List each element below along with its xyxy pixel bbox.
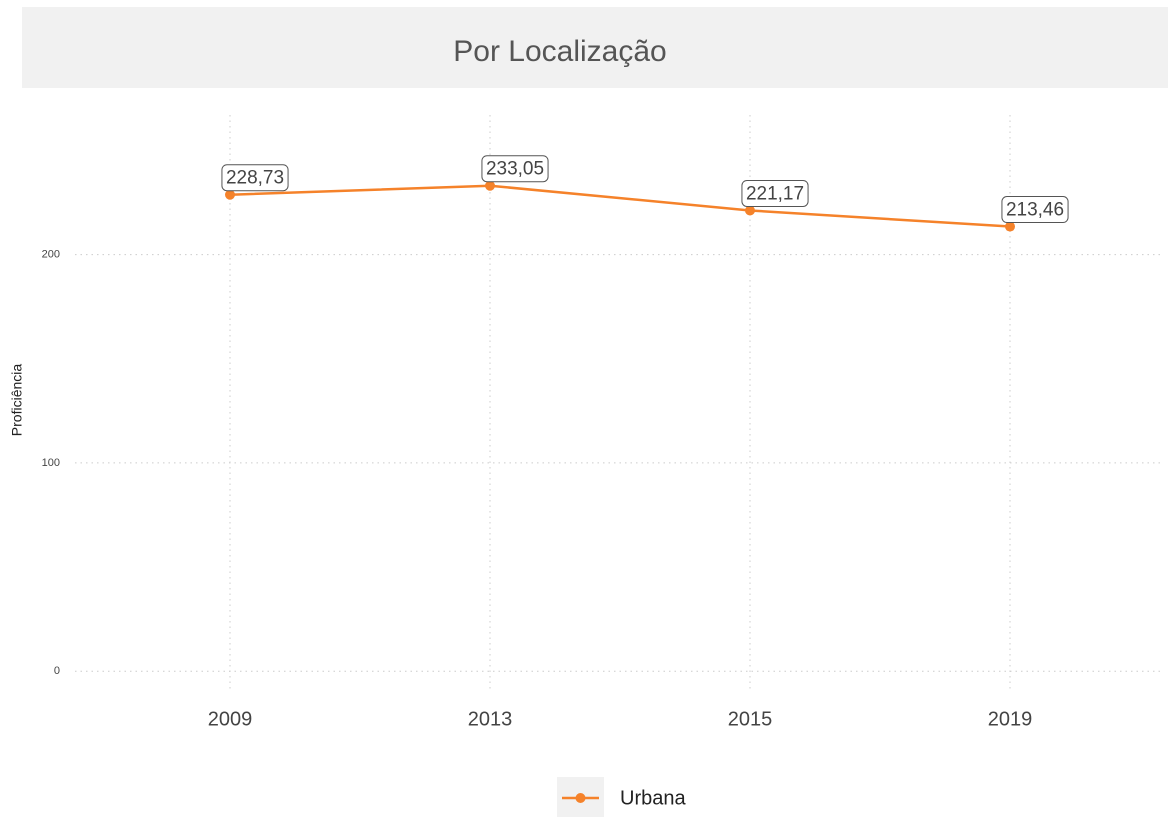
point — [485, 180, 495, 191]
data-label: 213,46 — [1006, 200, 1064, 221]
point — [745, 205, 755, 216]
data-label: 228,73 — [226, 168, 284, 189]
y-tick-label: 200 — [42, 248, 60, 260]
x-tick-label: 2013 — [468, 708, 513, 730]
legend-dot — [575, 793, 586, 803]
y-tick-label: 100 — [42, 457, 60, 469]
point — [1005, 221, 1015, 232]
label-box — [741, 179, 809, 207]
x-tick-label: 2019 — [988, 708, 1033, 730]
line — [229, 184, 1011, 228]
x-tick-label: 2009 — [208, 708, 253, 730]
x-tick-label: 2015 — [728, 708, 773, 730]
label-box — [1001, 196, 1069, 224]
data-label: 233,05 — [486, 159, 544, 180]
point — [225, 189, 235, 200]
y-axis-label: Proficiência — [9, 364, 25, 437]
y-tick-label: 0 — [54, 665, 60, 677]
title-bar — [22, 7, 1168, 88]
legend-label: Urbana — [620, 787, 686, 809]
chart-title: Por Localização — [453, 35, 666, 68]
label-box — [221, 164, 289, 192]
data-label: 221,17 — [746, 183, 804, 204]
label-box — [481, 155, 549, 183]
